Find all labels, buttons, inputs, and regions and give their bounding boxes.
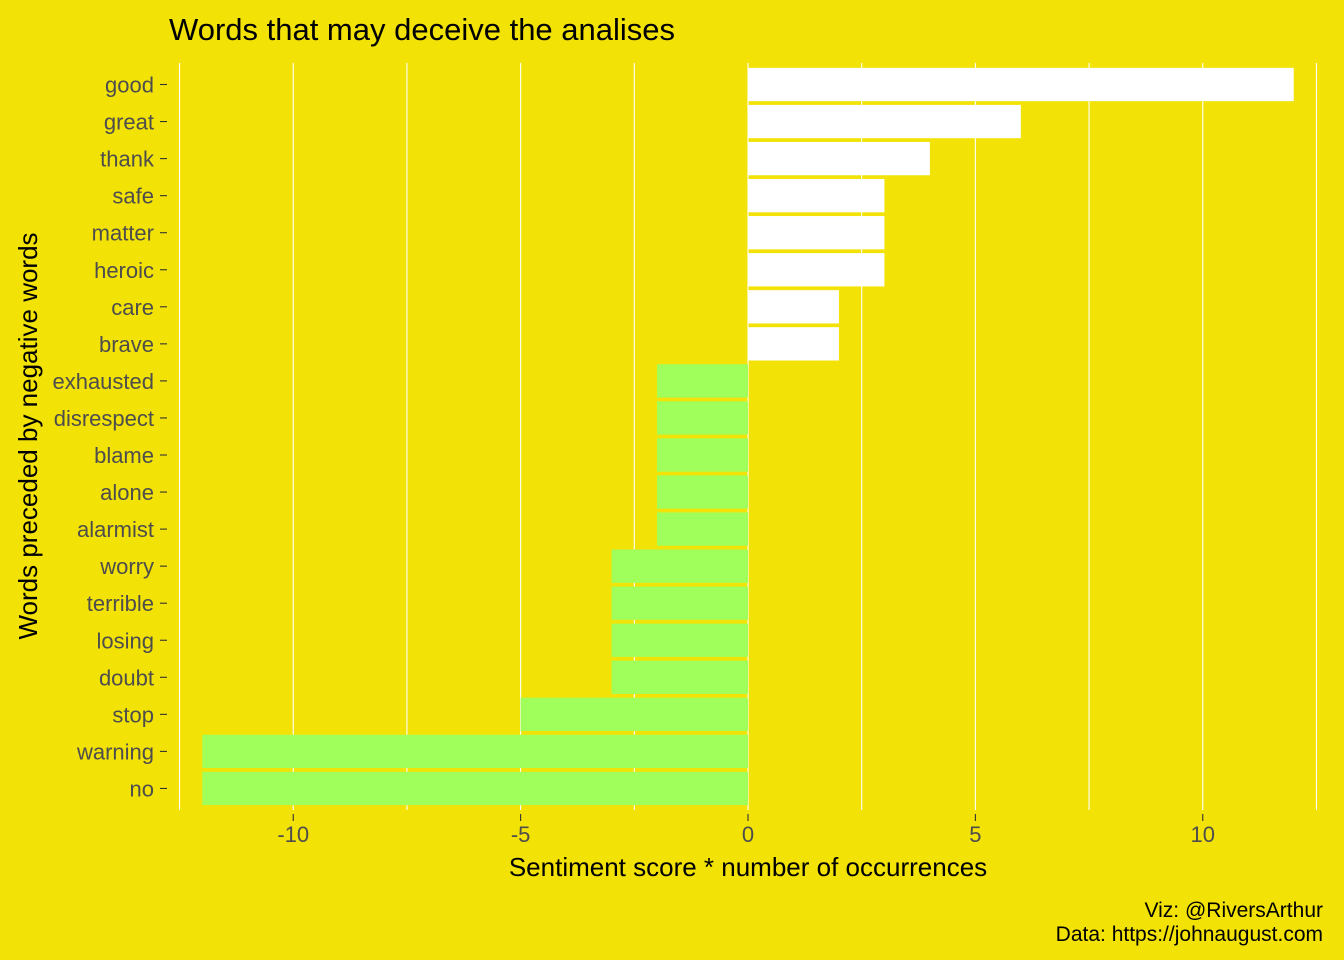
y-tick-label: disrespect [54, 406, 154, 431]
bar-no [202, 771, 749, 806]
bar-terrible [611, 586, 748, 620]
y-tick-label: thank [100, 147, 155, 172]
y-tick-label: safe [112, 184, 154, 209]
y-tick-label: stop [112, 702, 154, 727]
y-axis-title: Words preceded by negative words [13, 232, 43, 639]
y-tick-label: alarmist [77, 517, 154, 542]
bar-disrespect [657, 401, 748, 435]
y-tick-label: worry [99, 554, 154, 579]
bar-exhausted [657, 364, 748, 398]
y-tick-label: exhausted [52, 369, 154, 394]
y-tick-label: great [104, 110, 154, 135]
y-axis-ticks: good great thank safe matter heroic care brave e… [52, 73, 167, 801]
bar-care [748, 290, 839, 324]
y-tick-label: terrible [87, 591, 154, 616]
bar-great [748, 104, 1021, 139]
caption-viz: Viz: @RiversArthur [1145, 899, 1323, 922]
y-tick-label: care [111, 295, 154, 320]
bar-safe [748, 179, 885, 213]
y-tick-label: blame [94, 443, 154, 468]
bar-worry [611, 549, 748, 583]
y-tick-label: warning [76, 739, 154, 764]
x-axis-ticks: -10 -5 0 5 10 [277, 814, 1215, 847]
x-tick-label: 0 [742, 822, 754, 847]
bar-heroic [748, 253, 885, 287]
y-tick-label: matter [92, 221, 154, 246]
bar-blame [657, 438, 748, 472]
caption-data: Data: https://johnaugust.com [1056, 923, 1323, 946]
bar-good [748, 67, 1294, 102]
y-tick-label: no [130, 776, 154, 801]
x-tick-label: 10 [1191, 822, 1215, 847]
bar-thank [748, 141, 930, 176]
bar-matter [748, 216, 885, 250]
y-tick-label: losing [97, 628, 154, 653]
y-tick-label: alone [100, 480, 154, 505]
bar-stop [520, 697, 748, 731]
y-tick-label: brave [99, 332, 154, 357]
bar-warning [202, 734, 749, 769]
y-tick-label: doubt [99, 665, 154, 690]
x-tick-label: -10 [277, 822, 309, 847]
x-tick-label: -5 [511, 822, 531, 847]
x-axis-title: Sentiment score * number of occurrences [509, 852, 987, 882]
bar-brave [748, 327, 839, 361]
y-tick-label: heroic [94, 258, 154, 283]
chart-title: Words that may deceive the analises [169, 12, 675, 47]
bar-alone [657, 475, 748, 509]
y-tick-label: good [105, 73, 154, 98]
bar-losing [611, 623, 748, 657]
x-tick-label: 5 [969, 822, 981, 847]
bar-doubt [611, 660, 748, 694]
bars [202, 67, 1294, 806]
bar-alarmist [657, 512, 748, 546]
